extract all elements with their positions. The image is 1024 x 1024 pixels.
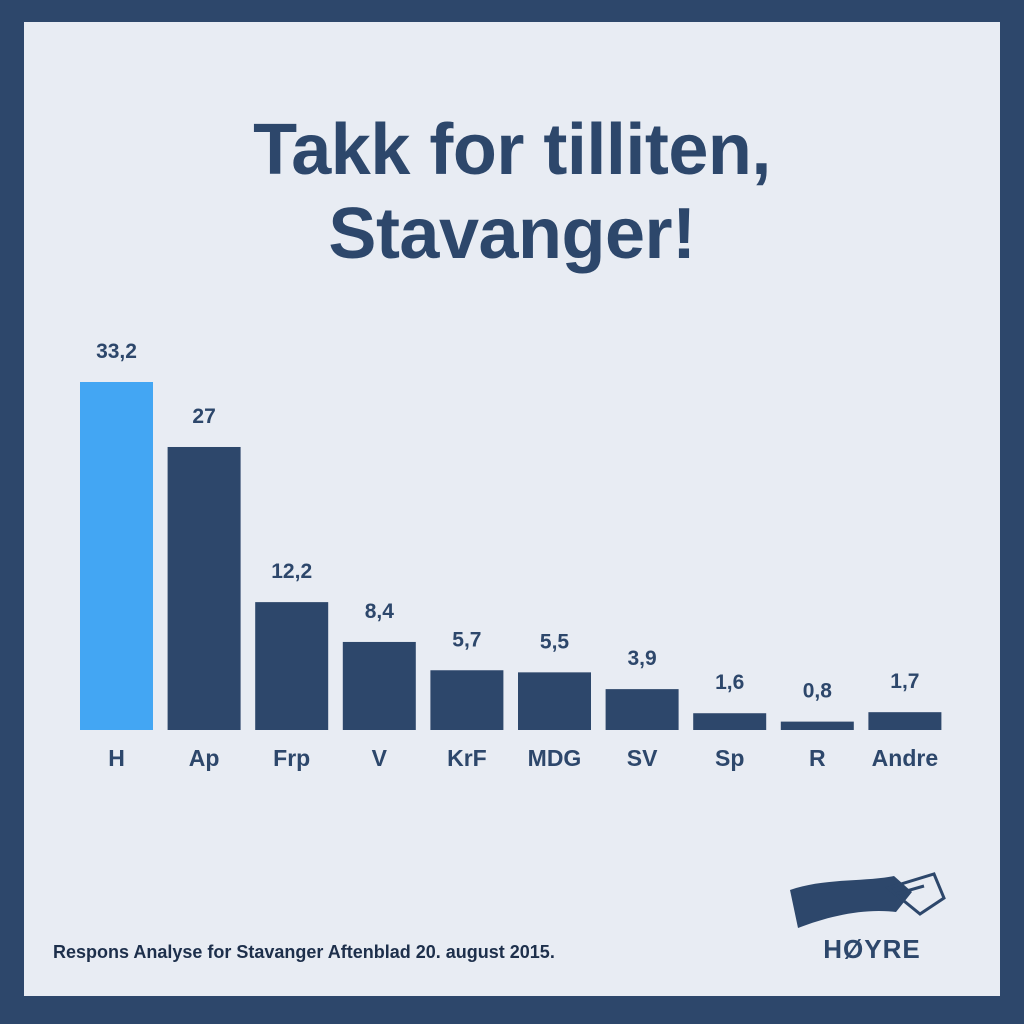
category-label-ap: Ap bbox=[189, 745, 220, 771]
bar-h bbox=[80, 382, 153, 730]
value-label-frp: 12,2 bbox=[271, 560, 312, 583]
value-label-ap: 27 bbox=[192, 405, 215, 428]
bar-v bbox=[342, 641, 416, 730]
value-label-andre: 1,7 bbox=[890, 670, 919, 693]
category-label-h: H bbox=[108, 745, 125, 771]
category-label-sv: SV bbox=[627, 745, 658, 771]
value-label-mdg: 5,5 bbox=[540, 630, 570, 653]
bar-sv bbox=[605, 689, 679, 730]
bar-sp bbox=[693, 713, 767, 730]
bar-ap bbox=[167, 446, 241, 730]
title-line-2: Stavanger! bbox=[328, 194, 696, 274]
value-label-sv: 3,9 bbox=[627, 647, 656, 670]
bar-mdg bbox=[518, 672, 591, 730]
value-label-v: 8,4 bbox=[365, 600, 395, 623]
value-label-h: 33,2 bbox=[96, 340, 137, 363]
category-label-mdg: MDG bbox=[528, 745, 582, 771]
logo-text: HØYRE bbox=[823, 934, 920, 964]
bar-r bbox=[780, 721, 854, 730]
bar-chart: 33,2 H 27 Ap 12,2 Frp 8,4 V 5,7 KrF 5,5 MDG 3,9 SV 1,6… bbox=[80, 340, 942, 771]
category-label-sp: Sp bbox=[715, 745, 744, 771]
bar-andre bbox=[868, 712, 942, 730]
flag-icon bbox=[790, 872, 946, 928]
category-label-andre: Andre bbox=[872, 745, 938, 771]
category-label-r: R bbox=[809, 745, 826, 771]
bar-krf bbox=[430, 670, 504, 730]
hoyre-logo: HØYRE bbox=[790, 872, 946, 964]
category-label-krf: KrF bbox=[447, 745, 487, 771]
value-label-sp: 1,6 bbox=[715, 671, 744, 694]
source-note: Respons Analyse for Stavanger Aftenblad … bbox=[53, 942, 555, 962]
bar-frp bbox=[255, 602, 329, 730]
title-line-1: Takk for tilliten, bbox=[253, 110, 771, 190]
category-label-frp: Frp bbox=[273, 745, 310, 771]
value-label-krf: 5,7 bbox=[452, 628, 481, 651]
page-title: Takk for tilliten, Stavanger! bbox=[24, 108, 1000, 276]
value-label-r: 0,8 bbox=[803, 680, 833, 703]
category-label-v: V bbox=[372, 745, 388, 771]
poster-frame: Takk for tilliten, Stavanger! 33,2 H 27 Ap 1… bbox=[24, 22, 1000, 996]
